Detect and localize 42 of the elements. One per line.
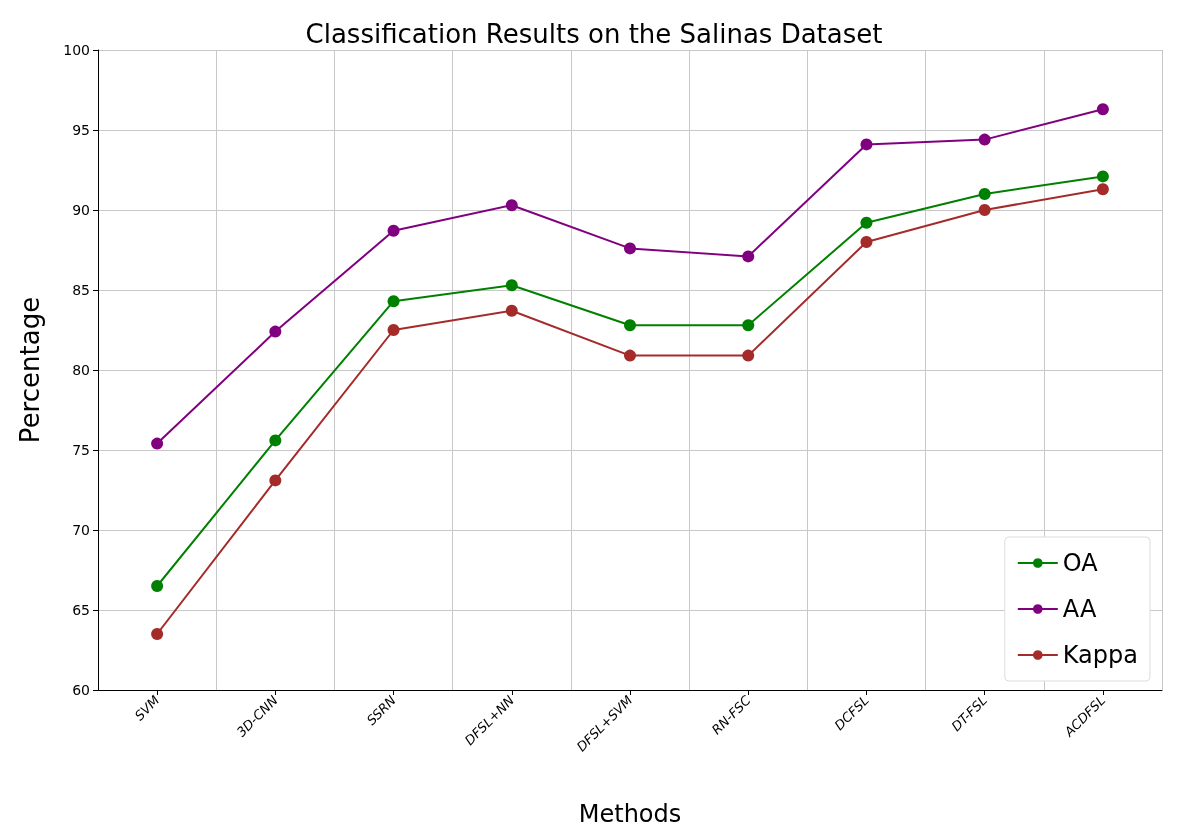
point: [742, 319, 755, 332]
x-axis-title: Methods: [578, 800, 682, 828]
y-tick-label: 85: [72, 282, 90, 298]
y-tick-label: 60: [72, 682, 90, 698]
y-tick-label: 80: [72, 362, 90, 378]
point: [978, 188, 991, 200]
point: [978, 204, 991, 216]
point: [1096, 170, 1109, 183]
legend-label: Kappa: [1062, 641, 1138, 669]
point: [269, 434, 282, 447]
y-tick-label: 90: [72, 202, 90, 218]
y-tick-label: 70: [72, 522, 90, 538]
point: [624, 319, 636, 332]
legend-label: AA: [1062, 595, 1097, 623]
point: [387, 224, 400, 237]
point: [624, 349, 636, 362]
chart-title: Classification Results on the Salinas Dataset: [305, 19, 883, 49]
point: [387, 324, 400, 336]
y-tick-label: 100: [63, 42, 90, 58]
point: [151, 437, 164, 450]
point: [978, 133, 991, 146]
point: [505, 304, 518, 317]
point: [269, 325, 282, 338]
y-tick-label: 75: [72, 442, 90, 458]
point: [624, 242, 636, 255]
point: [387, 295, 400, 308]
point: [151, 628, 164, 640]
point: [860, 236, 873, 248]
y-axis-title: Percentage: [15, 296, 45, 444]
point: [1096, 103, 1109, 116]
point: [860, 216, 873, 229]
point: [505, 279, 518, 292]
y-tick-label: 95: [72, 122, 90, 138]
point: [269, 474, 282, 487]
y-tick-label: 65: [72, 602, 90, 618]
point: [742, 349, 755, 362]
point: [742, 250, 755, 263]
legend-label: OA: [1062, 549, 1099, 577]
point: [860, 138, 873, 151]
point: [505, 199, 518, 212]
point: [1096, 183, 1109, 196]
point: [151, 580, 164, 592]
